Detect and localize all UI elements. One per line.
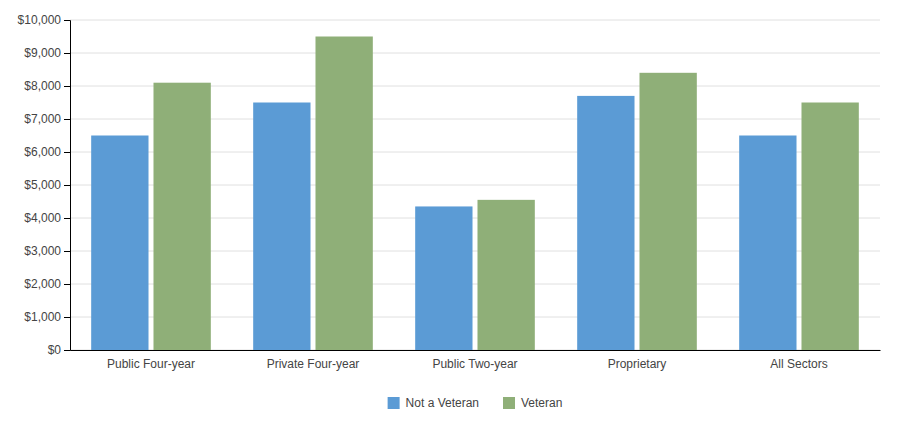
y-tick-label: $0 (48, 343, 62, 357)
bar (315, 37, 372, 351)
y-tick: $7,000 (24, 112, 70, 126)
chart-container: $0 $1,000 $2,000 $3,000 $4,000 $5,000 $6,000 $7… (0, 0, 900, 425)
y-tick-label: $3,000 (24, 244, 61, 258)
legend: Not a Veteran Veteran (388, 396, 563, 410)
bar (153, 83, 210, 350)
y-tick-mark (64, 119, 70, 120)
grid-line (70, 20, 880, 21)
y-tick-label: $5,000 (24, 178, 61, 192)
y-tick: $10,000 (18, 13, 70, 27)
bar (91, 136, 148, 351)
bar (739, 136, 796, 351)
x-tick-label: Public Two-year (432, 357, 517, 371)
y-tick: $1,000 (24, 310, 70, 324)
bar (577, 96, 634, 350)
y-tick-label: $7,000 (24, 112, 61, 126)
y-tick-label: $9,000 (24, 46, 61, 60)
bars (91, 37, 859, 351)
x-tick-label: Proprietary (608, 357, 667, 371)
y-tick-mark (64, 251, 70, 252)
y-tick-mark (64, 350, 70, 351)
x-tick: Public Two-year (432, 357, 517, 371)
x-tick: Public Four-year (107, 357, 195, 371)
y-tick: $8,000 (24, 79, 70, 93)
bar (477, 200, 534, 350)
grid (70, 20, 880, 350)
bar-series (153, 37, 858, 351)
y-tick: $0 (48, 343, 70, 357)
grid-line (70, 53, 880, 54)
y-tick-mark (64, 284, 70, 285)
y-tick: $4,000 (24, 211, 70, 225)
legend-label: Veteran (521, 396, 562, 410)
x-axis: Public Four-year Private Four-year Public … (71, 351, 881, 371)
legend-swatch (388, 397, 400, 409)
y-tick: $2,000 (24, 277, 70, 291)
y-tick-mark (64, 86, 70, 87)
chart-svg: $0 $1,000 $2,000 $3,000 $4,000 $5,000 $6,000 $7… (0, 0, 900, 425)
y-tick: $9,000 (24, 46, 70, 60)
y-tick-mark (64, 317, 70, 318)
y-tick: $5,000 (24, 178, 70, 192)
y-tick-label: $1,000 (24, 310, 61, 324)
y-tick-label: $8,000 (24, 79, 61, 93)
x-tick-label: All Sectors (770, 357, 827, 371)
y-tick: $3,000 (24, 244, 70, 258)
y-tick-mark (64, 20, 70, 21)
y-tick-label: $10,000 (18, 13, 62, 27)
bar (253, 103, 310, 351)
y-axis: $0 $1,000 $2,000 $3,000 $4,000 $5,000 $6,000 $7… (18, 13, 71, 357)
y-tick-mark (64, 152, 70, 153)
y-tick-mark (64, 53, 70, 54)
y-tick-label: $6,000 (24, 145, 61, 159)
bar (639, 73, 696, 350)
legend-swatch (503, 397, 515, 409)
y-tick: $6,000 (24, 145, 70, 159)
y-tick-label: $2,000 (24, 277, 61, 291)
legend-label: Not a Veteran (406, 396, 479, 410)
legend-item: Veteran (503, 396, 562, 410)
bar (801, 103, 858, 351)
x-tick: Private Four-year (267, 357, 360, 371)
x-tick: All Sectors (770, 357, 827, 371)
y-tick-mark (64, 218, 70, 219)
bar (415, 206, 472, 350)
y-tick-mark (64, 185, 70, 186)
legend-item: Not a Veteran (388, 396, 479, 410)
x-tick: Proprietary (608, 357, 667, 371)
x-axis-line (71, 350, 881, 351)
y-tick-label: $4,000 (24, 211, 61, 225)
x-tick-label: Public Four-year (107, 357, 195, 371)
y-axis-line (64, 21, 71, 351)
x-tick-label: Private Four-year (267, 357, 360, 371)
